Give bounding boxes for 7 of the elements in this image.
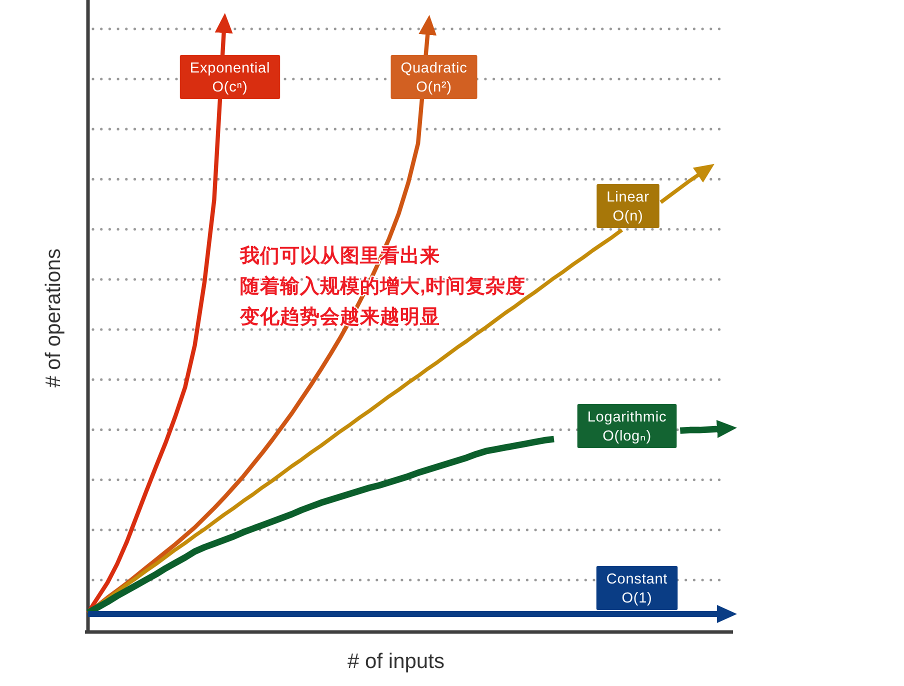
series-label: Constant O(1) xyxy=(606,572,668,606)
series-label: Exponential O(cⁿ) xyxy=(190,60,270,96)
series-label: Logarithmic O(logₙ) xyxy=(587,410,667,444)
series-label: Linear O(n) xyxy=(606,190,650,224)
series-label: Quadratic O(n²) xyxy=(400,60,468,96)
xlabel: # of inputs xyxy=(348,650,444,673)
ylabel: # of operations xyxy=(42,248,65,388)
